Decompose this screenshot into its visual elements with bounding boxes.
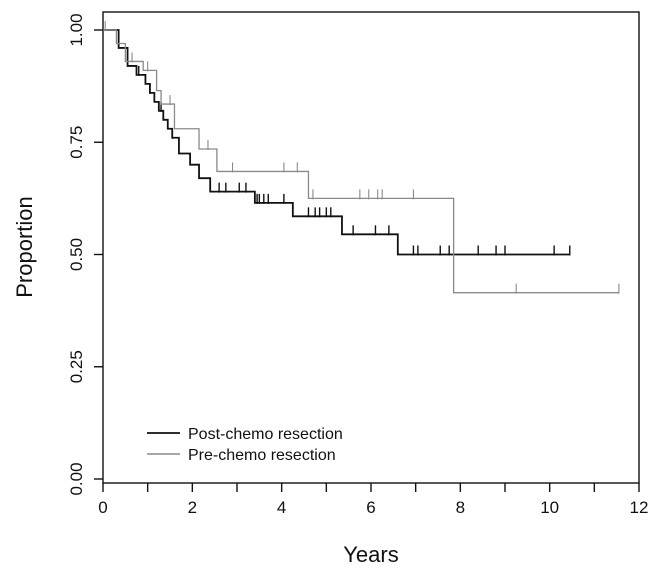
- y-tick-label: 1.00: [67, 13, 86, 46]
- series-line-pre-chemo: [103, 29, 619, 294]
- axis-layer: 0 2 4 6 8 10 12 0.00 0.25 0.50 0.75 1.00: [67, 13, 648, 517]
- y-tick-label: 0.75: [67, 126, 86, 159]
- series-layer: [103, 21, 620, 294]
- y-tick-label: 0.00: [67, 462, 86, 495]
- legend-label-pre-chemo: Pre-chemo resection: [188, 447, 336, 464]
- plot-frame: [102, 11, 640, 484]
- x-tick-label: 4: [277, 498, 286, 517]
- y-tick-label: 0.25: [67, 350, 86, 383]
- x-tick-label: 2: [188, 498, 197, 517]
- x-tick-label: 8: [456, 498, 465, 517]
- legend-label-post-chemo: Post-chemo resection: [188, 426, 343, 443]
- y-axis-title: Proportion: [12, 196, 37, 298]
- x-tick-label: 10: [540, 498, 559, 517]
- x-tick-label: 6: [366, 498, 375, 517]
- x-axis-title: Years: [343, 542, 398, 567]
- x-tick-label: 12: [630, 498, 649, 517]
- x-tick-label: 0: [98, 498, 107, 517]
- y-tick-label: 0.50: [67, 238, 86, 271]
- series-line-post-chemo: [103, 29, 570, 256]
- legend: Post-chemo resection Pre-chemo resection: [147, 426, 343, 464]
